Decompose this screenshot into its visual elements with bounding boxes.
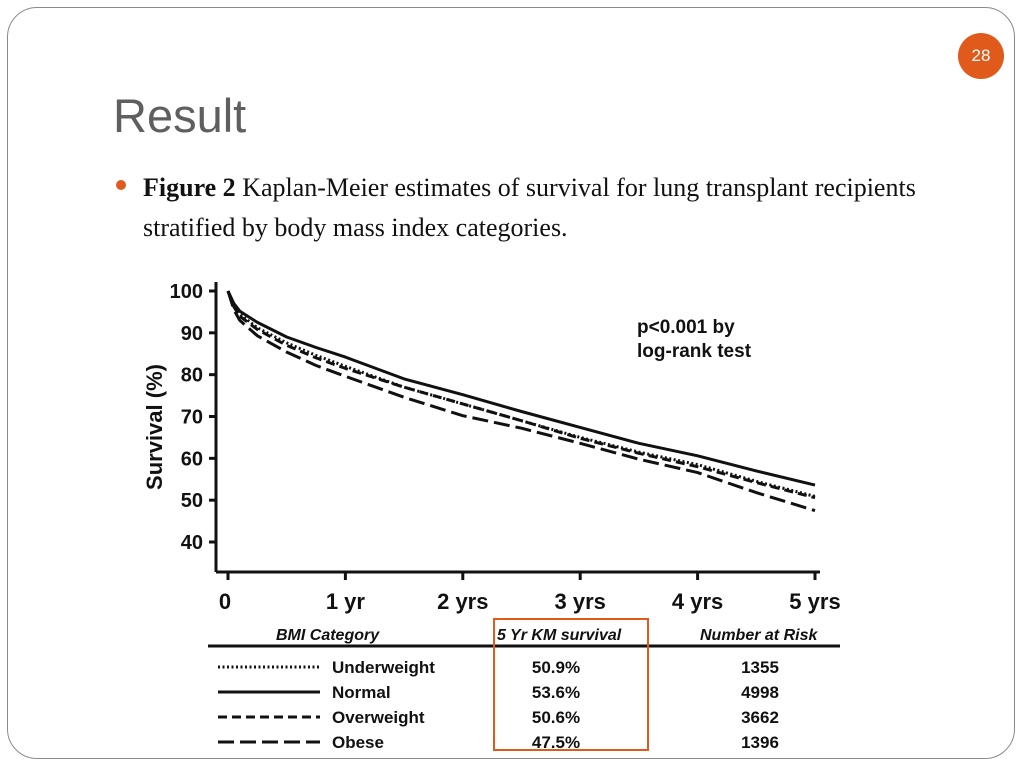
caption-text: Kaplan-Meier estimates of survival for l…: [143, 173, 916, 242]
y-tick-label: 80: [181, 365, 203, 387]
caption-figure-label: Figure 2: [143, 173, 236, 202]
table-risk-value: 3662: [741, 708, 779, 727]
figure-caption: Figure 2 Kaplan-Meier estimates of survi…: [143, 168, 973, 248]
table-header-number-at-risk: Number at Risk: [700, 627, 818, 644]
bullet-icon: [116, 180, 126, 190]
x-tick-label: 4 yrs: [672, 589, 723, 614]
y-tick-label: 100: [170, 281, 203, 303]
km-column-highlight-box: [493, 618, 649, 751]
slide-title: Result: [113, 89, 247, 142]
x-tick-label: 0: [219, 589, 231, 614]
x-tick-label: 2 yrs: [437, 589, 488, 614]
series-line-overweight: [226, 290, 816, 500]
y-tick-label: 60: [181, 448, 203, 470]
table-km-value: 50.9%: [532, 658, 580, 677]
y-tick-label: 40: [181, 532, 203, 554]
page-number-badge: 28: [958, 33, 1004, 79]
table-risk-value: 1396: [741, 733, 779, 752]
table-risk-value: 4998: [741, 683, 779, 702]
y-tick-label: 70: [181, 407, 203, 429]
p-value-annotation: p<0.001 by: [637, 317, 735, 338]
table-category-overweight: Overweight: [332, 708, 425, 727]
table-category-underweight: Underweight: [332, 658, 435, 677]
series-line-normal: [226, 290, 816, 487]
table-km-value: 47.5%: [532, 733, 580, 752]
table-header-bmi-category: BMI Category: [276, 627, 380, 644]
series-line-obese: [226, 290, 816, 513]
y-tick-label: 90: [181, 323, 203, 345]
x-tick-label: 1 yr: [326, 589, 366, 614]
table-category-normal: Normal: [332, 683, 391, 702]
table-km-value: 53.6%: [532, 683, 580, 702]
x-tick-label: 5 yrs: [789, 589, 840, 614]
slide-frame: [7, 7, 1015, 759]
y-tick-label: 50: [181, 490, 203, 512]
table-header-km-survival: 5 Yr KM survival: [497, 627, 622, 644]
y-axis-label: Survival (%): [142, 364, 167, 490]
table-risk-value: 1355: [741, 658, 779, 677]
x-tick-label: 3 yrs: [555, 589, 606, 614]
p-value-annotation: log-rank test: [637, 341, 752, 362]
table-category-obese: Obese: [332, 733, 384, 752]
table-km-value: 50.6%: [532, 708, 580, 727]
series-line-underweight: [226, 290, 816, 498]
